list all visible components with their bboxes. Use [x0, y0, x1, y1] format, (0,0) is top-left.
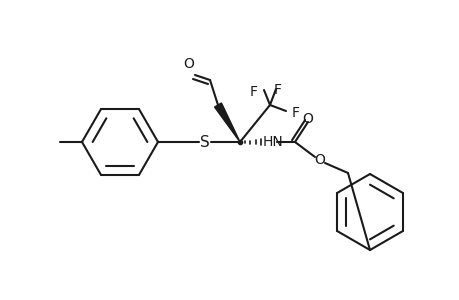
Text: O: O	[183, 57, 194, 71]
Text: HN: HN	[263, 135, 283, 149]
Text: F: F	[249, 85, 257, 99]
Text: S: S	[200, 134, 209, 149]
Text: F: F	[274, 83, 281, 97]
Text: O: O	[302, 112, 313, 126]
Text: O: O	[314, 153, 325, 167]
Text: F: F	[291, 106, 299, 120]
Polygon shape	[214, 103, 240, 142]
